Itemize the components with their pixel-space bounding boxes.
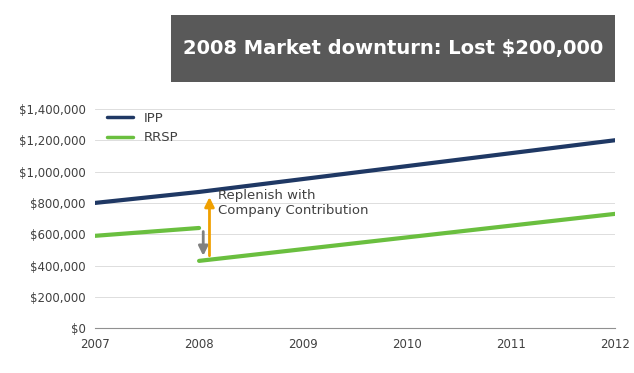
Line: RRSP: RRSP xyxy=(199,214,615,261)
RRSP xyxy=(611,211,619,216)
Legend: IPP, RRSP: IPP, RRSP xyxy=(107,112,178,144)
IPP xyxy=(195,190,203,194)
Text: 2008 Market downturn: Lost $200,000: 2008 Market downturn: Lost $200,000 xyxy=(183,39,603,58)
Line: IPP: IPP xyxy=(95,140,615,203)
RRSP xyxy=(195,258,203,263)
IPP xyxy=(91,201,99,205)
Text: Replenish with
Company Contribution: Replenish with Company Contribution xyxy=(218,189,368,217)
IPP xyxy=(611,138,619,142)
